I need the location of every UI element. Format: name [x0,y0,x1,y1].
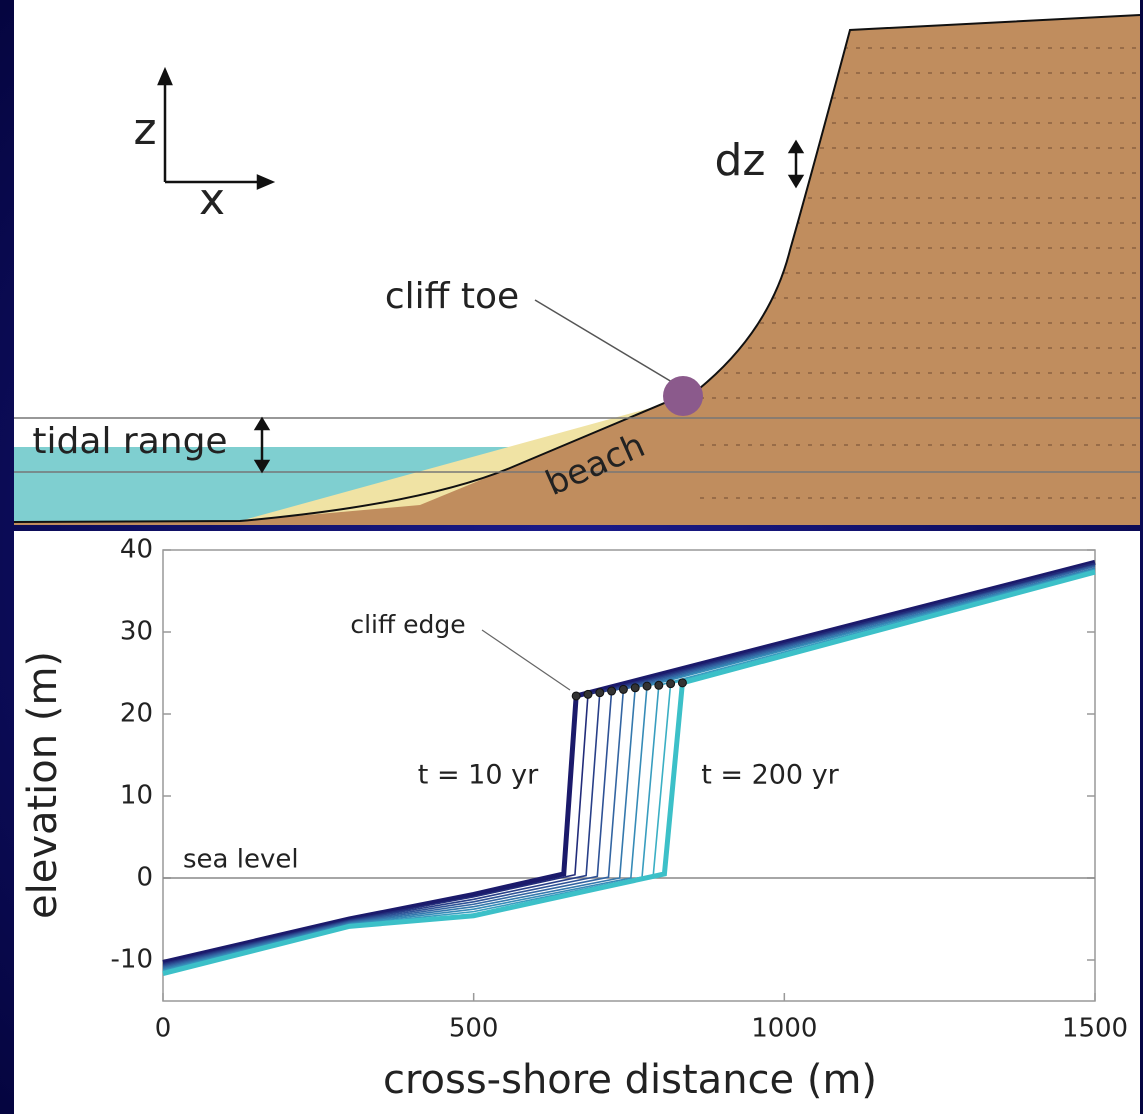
cliff-edge-marker [595,688,605,698]
x-label: x [199,174,225,225]
profile-line [162,563,1096,966]
sea-level-label: sea level [183,845,299,875]
annotation: cliff edge [350,610,465,639]
cliff-edge-marker [630,683,640,693]
cliff-edge-marker [571,691,581,701]
x-tick-label: 1000 [751,1014,817,1044]
profile-line [162,568,1096,971]
y-tick-label: -10 [111,945,153,975]
y-tick-label: 30 [120,617,153,647]
annotation: t = 200 yr [701,760,839,791]
cliff-toe-marker [663,376,703,416]
x-tick-label: 500 [449,1014,499,1044]
annotation: t = 10 yr [418,760,539,791]
y-tick-label: 0 [136,863,153,893]
leader-line [481,629,571,691]
profile-line [13,14,1141,523]
axes-symbol [157,66,805,474]
profile-line [162,559,1096,965]
cliff-edge-marker [618,684,628,694]
diagram: z x dz cliff toe tidal range beach [13,0,1141,525]
plot-frame [162,549,1096,1002]
y-tick-label: 40 [120,535,153,565]
y-axis-label: elevation (m) [20,651,66,919]
x-tick-label: 1500 [1062,1014,1128,1044]
chart-panel [14,531,1140,1114]
cliff-edge-marker [677,678,687,688]
cliff-toe-label: cliff toe [385,276,519,317]
profile-line [162,562,1096,965]
cliff-edge-marker [642,681,652,691]
y-tick-label: 20 [120,699,153,729]
profile-line [162,564,1096,967]
chart: cliff edge t = 10 yr t = 200 yr elevatio… [20,535,1128,1104]
cliff-edge-marker [654,680,664,690]
profile-line [162,565,1096,969]
cliff-edge-marker [607,686,617,696]
x-axis-label: cross-shore distance (m) [383,1057,877,1103]
x-tick-label: 0 [155,1014,172,1044]
profile-line [162,569,1096,976]
z-label: z [133,104,156,155]
leader-line [534,299,673,383]
y-tick-label: 10 [120,781,153,811]
dz-label: dz [714,135,765,186]
cliff-edge-marker [666,679,676,689]
cliff-edge-marker [583,689,593,699]
profile-line [162,567,1096,970]
tidal-range-label: tidal range [32,421,227,462]
